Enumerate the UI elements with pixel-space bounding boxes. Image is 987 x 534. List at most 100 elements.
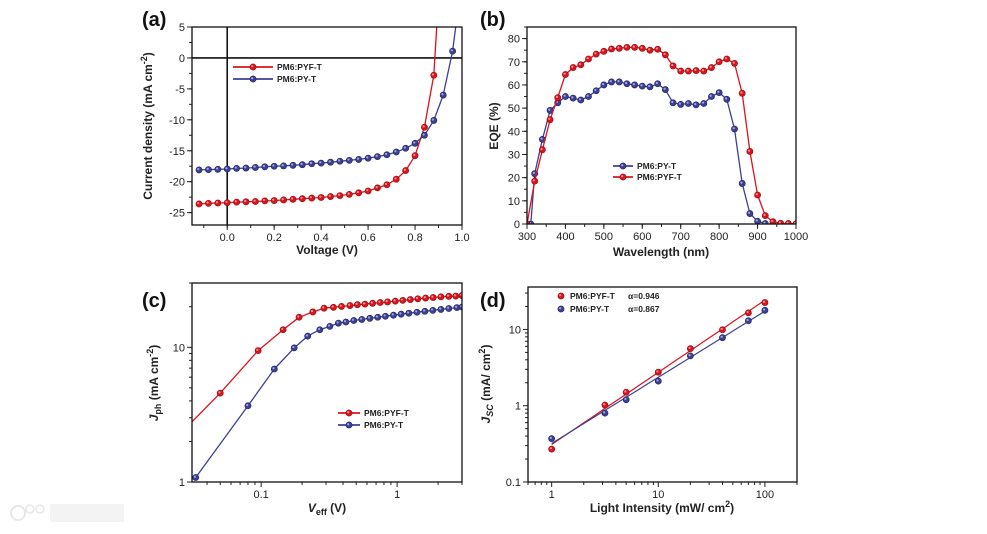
- data-point: [233, 164, 241, 172]
- data-point-highlight: [292, 345, 295, 349]
- data-point-highlight: [262, 198, 266, 202]
- y-tick-label: -25: [169, 208, 185, 220]
- data-point-highlight: [415, 296, 419, 300]
- data-point-highlight: [431, 295, 434, 298]
- data-point: [298, 161, 306, 169]
- x-axis-title: Light Intensity (mW/ cm2): [590, 499, 734, 515]
- data-point-highlight: [218, 391, 221, 394]
- data-point: [569, 64, 577, 71]
- data-point-highlight: [603, 411, 606, 414]
- x-tick-label: 10: [652, 489, 664, 501]
- text-part: Current density (mA cm: [141, 64, 155, 200]
- data-point: [654, 368, 662, 376]
- data-point: [244, 402, 252, 410]
- data-point: [445, 305, 453, 312]
- data-point-highlight: [355, 302, 358, 306]
- legend-label: PM6:PYF-T: [637, 172, 683, 182]
- y-tick-label: 70: [508, 57, 520, 69]
- series-line: [192, 294, 462, 423]
- panel-label: (c): [142, 290, 166, 312]
- legend-marker: [619, 162, 627, 170]
- data-point-highlight: [441, 93, 444, 96]
- data-point-highlight: [746, 310, 749, 314]
- data-point: [330, 303, 337, 311]
- data-point-highlight: [408, 297, 411, 300]
- data-point-highlight: [281, 198, 284, 201]
- x-tick-label: 0.6: [360, 232, 375, 244]
- data-point-highlight: [347, 192, 350, 195]
- data-point: [669, 99, 677, 107]
- data-point: [195, 200, 203, 208]
- data-point: [346, 302, 354, 309]
- data-point-highlight: [272, 164, 275, 167]
- legend-label: PM6:PY-T: [570, 304, 610, 314]
- data-point: [270, 197, 278, 204]
- data-point-highlight: [317, 327, 321, 331]
- data-point-highlight: [385, 300, 388, 303]
- y-tick-label: 60: [508, 80, 520, 92]
- data-point: [686, 345, 694, 353]
- data-point-highlight: [331, 305, 334, 308]
- panel-d: (d) 1 10 100 0.1 1 10 PM6:PYF-T α=0.946 PM6:PY-T α…: [477, 286, 798, 515]
- data-point: [205, 199, 212, 207]
- data-point-highlight: [763, 300, 766, 303]
- data-point: [242, 164, 250, 172]
- data-point-highlight: [450, 49, 453, 52]
- data-point-highlight: [375, 154, 378, 157]
- data-point: [692, 101, 700, 109]
- data-point-highlight: [632, 83, 635, 86]
- data-point-highlight: [225, 167, 228, 170]
- data-point-highlight: [253, 199, 256, 202]
- data-point: [661, 51, 669, 59]
- data-point: [369, 299, 376, 307]
- data-point: [686, 352, 694, 360]
- data-point: [577, 61, 585, 69]
- data-point-highlight: [701, 101, 705, 104]
- data-point-highlight: [384, 152, 388, 156]
- data-point-highlight: [624, 397, 627, 400]
- ticks: [522, 26, 797, 229]
- data-point-highlight: [678, 102, 682, 105]
- data-point-highlight: [571, 65, 574, 68]
- data-point-highlight: [594, 52, 597, 55]
- series-pm6-pyf-t: [192, 292, 462, 423]
- data-point-highlight: [366, 156, 369, 159]
- data-point: [392, 148, 400, 156]
- plot-area: [548, 299, 769, 453]
- data-point-highlight: [709, 94, 712, 97]
- legend-entry: PM6:PYF-T α=0.946: [557, 291, 660, 301]
- data-point: [421, 131, 428, 139]
- text-part: -2: [145, 349, 155, 357]
- data-point-highlight: [571, 96, 574, 99]
- data-point-highlight: [393, 299, 396, 302]
- legend-label: PM6:PY-T: [364, 420, 404, 430]
- series-pm6-py-t: [195, 27, 457, 174]
- data-point: [700, 67, 708, 75]
- data-point: [251, 164, 259, 171]
- data-point: [289, 161, 297, 169]
- data-point: [430, 71, 438, 79]
- data-point: [719, 326, 726, 334]
- data-point-highlight: [686, 101, 689, 104]
- data-point: [700, 100, 708, 107]
- legend-entry: PM6:PYF-T: [233, 62, 323, 72]
- data-point-highlight: [305, 334, 309, 337]
- legend-marker: [249, 63, 257, 71]
- data-point-highlight: [540, 147, 543, 151]
- data-point-highlight: [244, 199, 247, 203]
- data-point: [723, 55, 731, 63]
- data-point: [623, 43, 631, 51]
- data-point-highlight: [747, 149, 751, 152]
- legend-marker-highlight: [251, 65, 254, 68]
- data-point-highlight: [446, 294, 450, 297]
- data-point: [382, 312, 389, 320]
- data-point-highlight: [453, 294, 457, 297]
- data-point-highlight: [694, 102, 697, 106]
- data-point: [622, 388, 630, 396]
- plot-area: [527, 43, 796, 224]
- x-tick-label: 0.1: [254, 489, 269, 501]
- data-point-highlight: [309, 161, 313, 165]
- data-point: [548, 435, 556, 443]
- y-tick-label: 20: [508, 173, 520, 185]
